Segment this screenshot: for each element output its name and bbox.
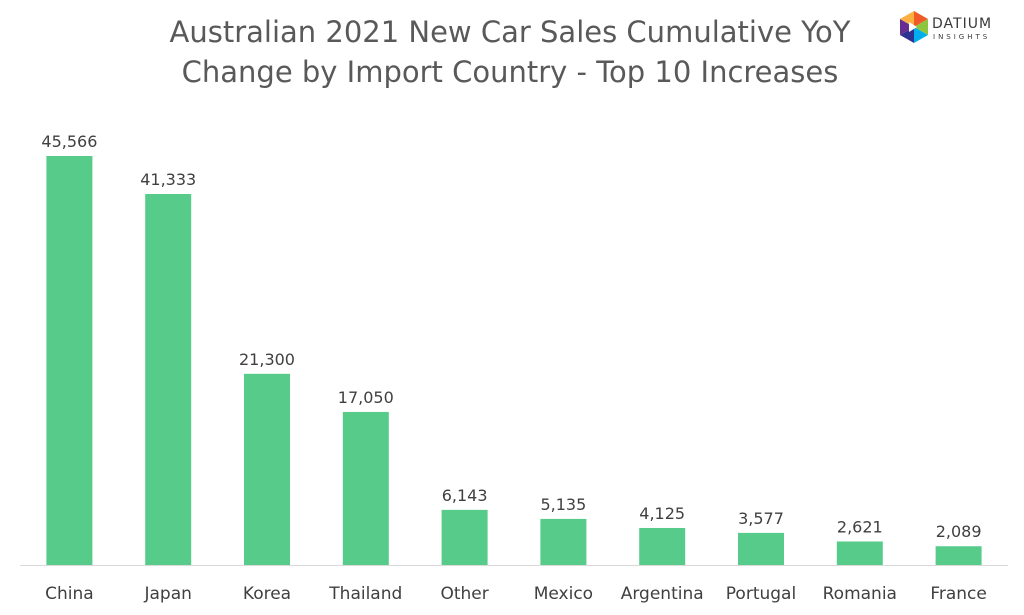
x-tick-label-japan: Japan xyxy=(143,584,191,604)
bar-china xyxy=(46,156,93,565)
chart-title: Australian 2021 New Car Sales Cumulative… xyxy=(100,12,920,92)
bar-mexico xyxy=(540,518,587,565)
bar-korea xyxy=(244,373,290,565)
bar-other xyxy=(441,509,488,565)
chart-title-line-1: Australian 2021 New Car Sales Cumulative… xyxy=(169,15,851,49)
datium-insights-logo: DATIUM INSIGHTS xyxy=(898,10,1024,50)
logo-subtitle: INSIGHTS xyxy=(933,33,991,41)
bar-romania xyxy=(836,541,883,565)
data-label-mexico: 5,135 xyxy=(540,495,586,514)
logo-wordmark: DATIUM xyxy=(932,16,993,32)
x-tick-label-portugal: Portugal xyxy=(726,584,796,604)
bar-france xyxy=(935,546,982,565)
data-label-korea: 21,300 xyxy=(239,350,295,369)
x-tick-label-other: Other xyxy=(440,584,488,604)
data-label-portugal: 3,577 xyxy=(738,509,784,528)
chart-title-line-2: Change by Import Country - Top 10 Increa… xyxy=(181,55,839,89)
bar-argentina xyxy=(639,527,686,565)
data-label-france: 2,089 xyxy=(936,522,982,541)
data-label-china: 45,566 xyxy=(41,132,97,151)
data-label-argentina: 4,125 xyxy=(639,504,685,523)
x-tick-label-argentina: Argentina xyxy=(621,584,704,604)
data-label-thailand: 17,050 xyxy=(338,388,394,407)
bar-thailand xyxy=(342,411,389,565)
data-label-romania: 2,621 xyxy=(837,517,883,536)
x-tick-label-thailand: Thailand xyxy=(328,584,402,604)
data-label-other: 6,143 xyxy=(442,486,488,505)
x-tick-label-korea: Korea xyxy=(243,584,291,604)
bar-portugal xyxy=(738,532,784,565)
datium-logo-icon xyxy=(900,11,928,43)
x-tick-label-france: France xyxy=(930,584,987,604)
x-tick-label-china: China xyxy=(45,584,94,604)
data-label-japan: 41,333 xyxy=(140,170,196,189)
x-tick-label-mexico: Mexico xyxy=(534,584,593,604)
x-tick-label-romania: Romania xyxy=(823,584,897,604)
bar-japan xyxy=(145,193,192,566)
